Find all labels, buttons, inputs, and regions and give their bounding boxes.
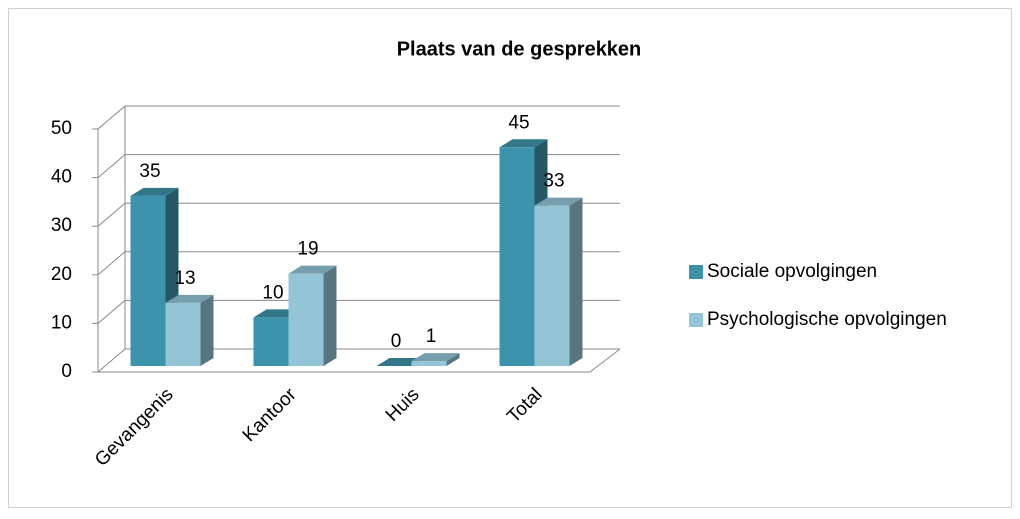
- bar-front: [165, 302, 201, 366]
- bar-front: [534, 205, 570, 366]
- legend-label: Sociale opvolgingen: [707, 261, 877, 282]
- data-label: 33: [543, 171, 564, 192]
- bar: [534, 197, 583, 366]
- data-label: 13: [174, 268, 195, 289]
- bar-top: [534, 197, 583, 206]
- data-label: 1: [426, 326, 437, 347]
- y-tick-label: 10: [51, 312, 72, 333]
- bar: [165, 294, 214, 366]
- bar-top: [499, 139, 548, 148]
- bar-front: [288, 273, 324, 366]
- grid-line: [97, 105, 126, 130]
- bar-side: [323, 265, 337, 366]
- data-label: 10: [262, 282, 283, 303]
- chart-title: Plaats van de gesprekken: [397, 38, 642, 60]
- legend-label: Psychologische opvolgingen: [707, 309, 947, 330]
- bar-side: [569, 197, 583, 366]
- y-tick-label: 50: [51, 118, 72, 139]
- grid-line: [97, 202, 126, 227]
- bar-top: [288, 265, 337, 274]
- y-tick-label: 20: [51, 264, 72, 285]
- data-label: 0: [391, 331, 402, 352]
- bar-top: [130, 187, 179, 196]
- y-tick-label: 0: [61, 361, 72, 382]
- y-tick-label: 30: [51, 215, 72, 236]
- grid-line: [97, 154, 126, 178]
- bar-side: [200, 294, 214, 366]
- data-label: 19: [297, 239, 318, 260]
- bar-side: [446, 353, 460, 366]
- y-tick-label: 40: [51, 167, 72, 188]
- data-label: 35: [139, 161, 160, 182]
- bar-top: [411, 353, 460, 362]
- bar: [288, 265, 337, 366]
- bar-front: [130, 195, 166, 366]
- data-label: 45: [508, 112, 529, 133]
- grid-line: [97, 251, 126, 276]
- legend-swatch: [689, 313, 703, 327]
- grid-line: [97, 300, 126, 324]
- grid-line: [97, 348, 126, 373]
- bar-front: [499, 147, 535, 366]
- bar-front: [253, 317, 289, 366]
- bar-top: [165, 294, 214, 303]
- bar: [411, 353, 460, 366]
- legend-swatch: [689, 265, 703, 279]
- floor-right: [589, 348, 621, 373]
- bar-front: [411, 361, 447, 366]
